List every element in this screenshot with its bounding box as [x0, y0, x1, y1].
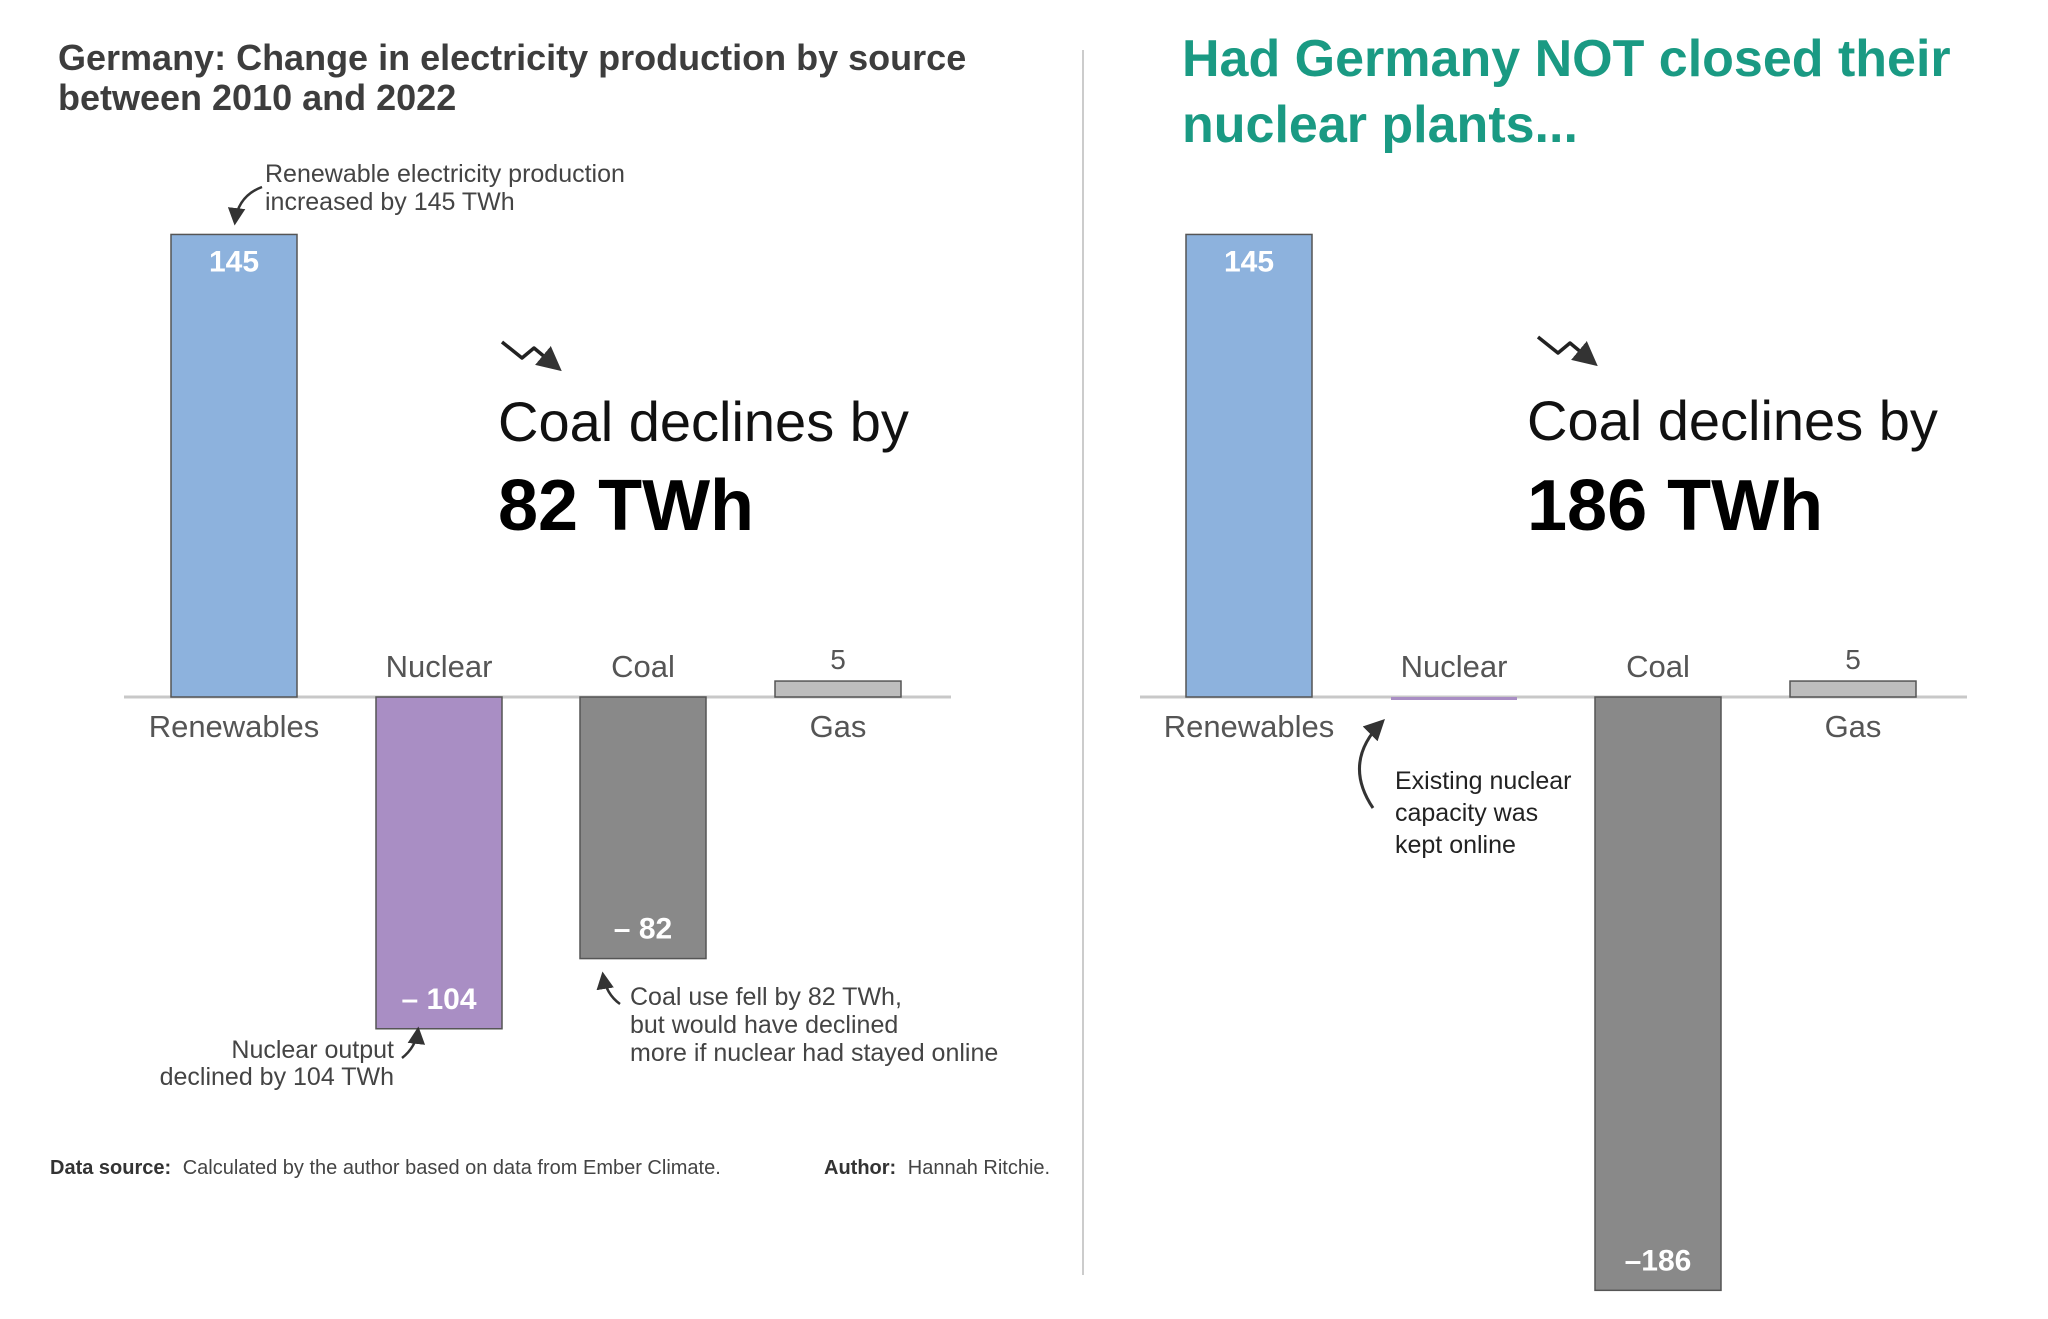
category-label-gas: Gas [810, 709, 867, 744]
bar-gas [1789, 680, 1917, 698]
category-label-coal: Coal [611, 649, 675, 684]
kept-online-annotation-line-2: capacity was [1395, 799, 1538, 827]
bar-nuclear [375, 696, 503, 1030]
coal-annotation-line-2: but would have declined [630, 1011, 898, 1039]
right-callout-line-2: 186 TWh [1527, 466, 1823, 546]
renewables-pointer-icon [227, 185, 263, 226]
right-title-line-1: Had Germany NOT closed their [1182, 30, 1951, 88]
bar-gas [774, 680, 902, 698]
author-text: Hannah Ritchie. [908, 1157, 1050, 1179]
data-source-text: Calculated by the author based on data f… [183, 1157, 721, 1179]
nuclear-annotation-line-2: declined by 104 TWh [160, 1063, 394, 1091]
value-label-gas: 5 [1845, 644, 1861, 675]
author-label: Author: [824, 1157, 896, 1179]
left-title-line-1: Germany: Change in electricity productio… [58, 37, 966, 78]
right-panel: Had Germany NOT closed their nuclear pla… [1140, 30, 1967, 1292]
kept-online-pointer-icon [1357, 719, 1385, 809]
kept-online-annotation-line-3: kept online [1395, 831, 1516, 859]
renewables-annotation-line-2: increased by 145 TWh [265, 188, 515, 216]
renewables-annotation-line-1: Renewable electricity production [265, 160, 625, 188]
category-label-gas: Gas [1825, 709, 1882, 744]
category-label-nuclear: Nuclear [386, 649, 493, 684]
right-plot-area: Renewables 145 Nuclear Coal –186 Gas 5 [1140, 233, 1967, 1292]
trend-down-icon [500, 340, 562, 372]
value-label-coal: – 82 [614, 913, 672, 946]
trend-down-icon [1536, 335, 1598, 367]
nuclear-pointer-icon [401, 1026, 426, 1059]
coal-pointer-icon [596, 971, 621, 1006]
left-callout-line-2: 82 TWh [498, 466, 754, 546]
left-panel: Germany: Change in electricity productio… [50, 37, 1050, 1179]
coal-annotation-line-1: Coal use fell by 82 TWh, [630, 983, 902, 1011]
right-title-line-2: nuclear plants... [1182, 96, 1578, 154]
right-callout-line-1: Coal declines by [1527, 389, 1938, 452]
category-label-nuclear: Nuclear [1401, 649, 1508, 684]
coal-annotation-line-3: more if nuclear had stayed online [630, 1039, 998, 1067]
value-label-coal: –186 [1625, 1244, 1692, 1277]
bar-coal [579, 696, 707, 960]
category-label-renewables: Renewables [149, 709, 320, 744]
category-label-renewables: Renewables [1164, 709, 1335, 744]
bar-renewables [170, 233, 298, 698]
value-label-nuclear: – 104 [401, 983, 476, 1016]
left-title-line-2: between 2010 and 2022 [58, 77, 456, 118]
value-label-gas: 5 [830, 644, 846, 675]
value-label-renewables: 145 [209, 245, 259, 278]
category-label-coal: Coal [1626, 649, 1690, 684]
bar-coal [1594, 696, 1722, 1292]
data-source: Data source: Calculated by the author ba… [50, 1157, 721, 1179]
nuclear-annotation-line-1: Nuclear output [231, 1036, 394, 1064]
kept-online-annotation-line-1: Existing nuclear [1395, 767, 1571, 795]
value-label-renewables: 145 [1224, 245, 1274, 278]
data-source-label: Data source: [50, 1157, 171, 1179]
left-callout-line-1: Coal declines by [498, 390, 909, 453]
bar-renewables [1185, 233, 1313, 698]
bar-nuclear [1391, 697, 1517, 700]
author-credit: Author: Hannah Ritchie. [824, 1157, 1050, 1179]
left-plot-area: Renewables 145 Nuclear – 104 Coal – 82 Gas 5 [124, 233, 951, 1030]
